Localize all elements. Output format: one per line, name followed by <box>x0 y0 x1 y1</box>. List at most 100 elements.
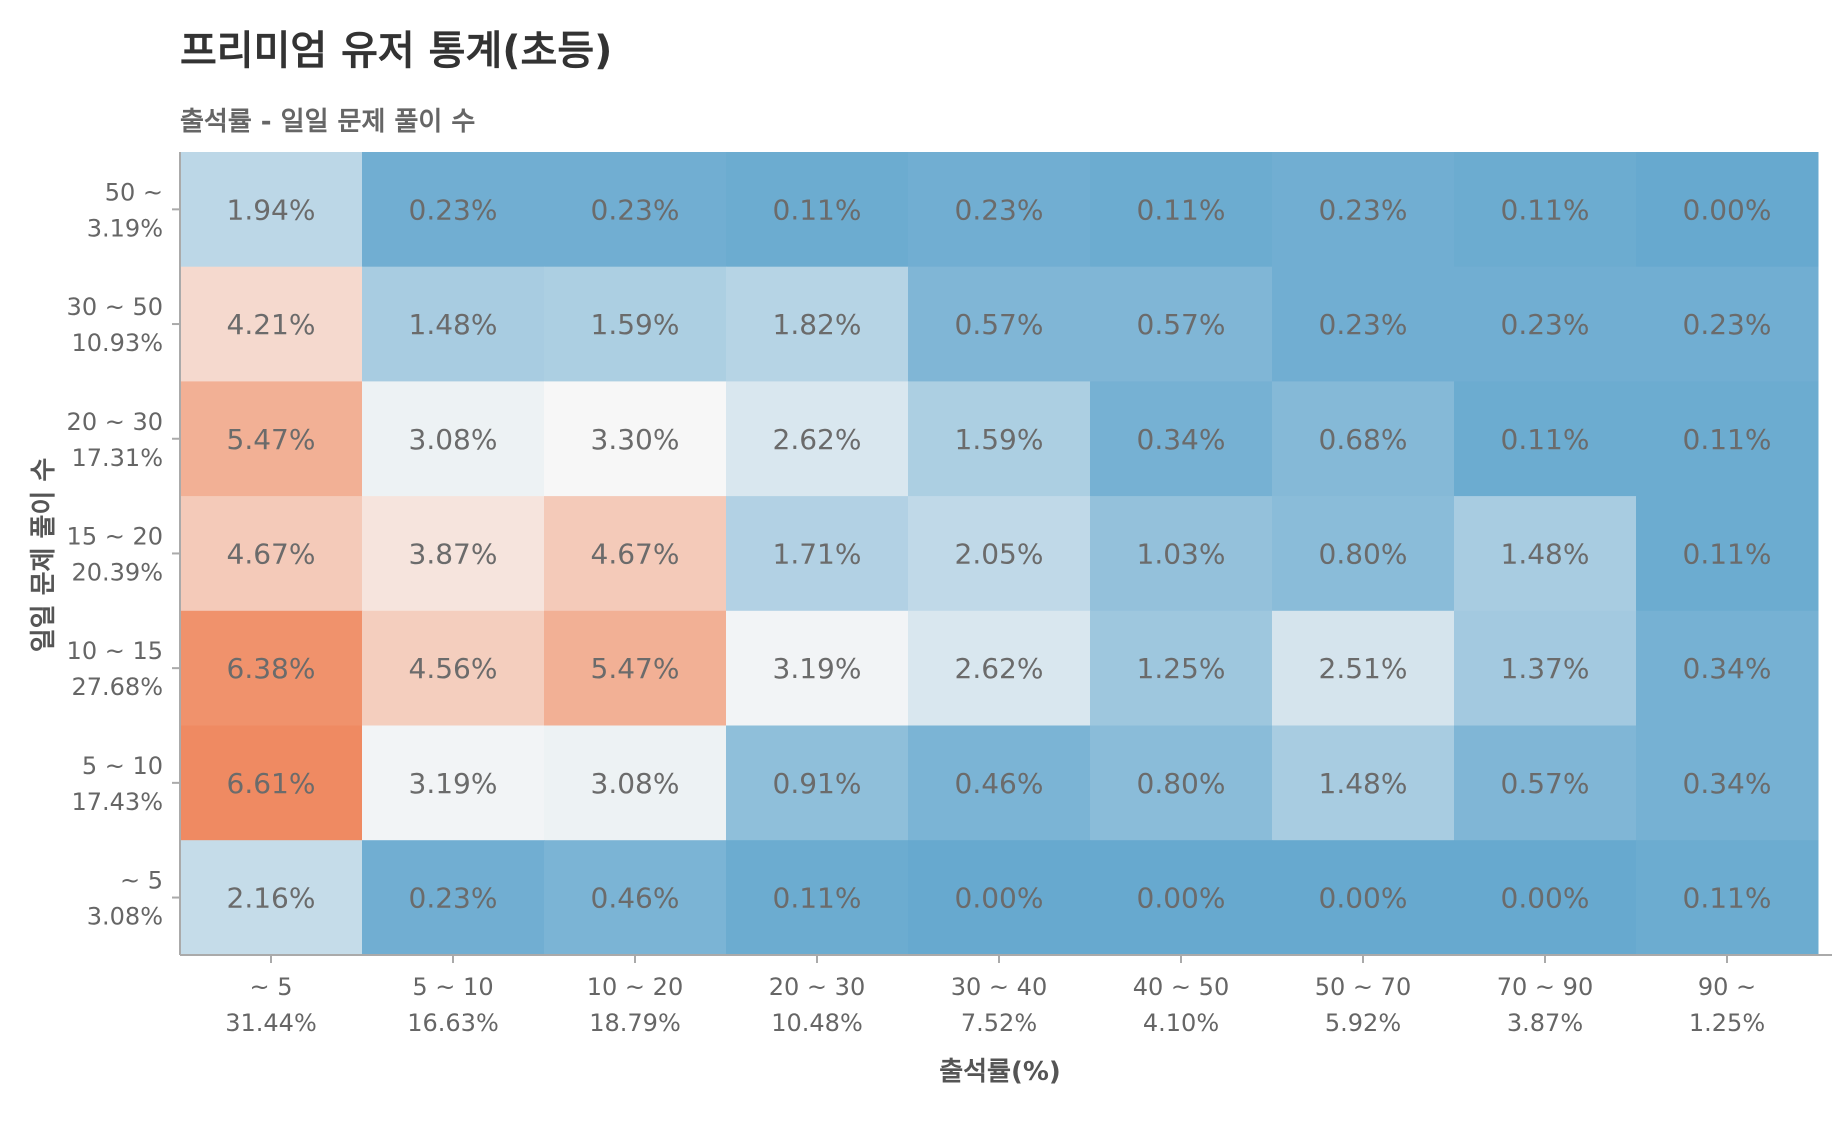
heatmap-cell <box>908 152 1091 268</box>
cell-value-label: 3.08% <box>591 767 680 800</box>
cell-value-label: 0.11% <box>773 882 862 915</box>
heatmap-cell <box>1454 152 1637 268</box>
cell-value-label: 0.57% <box>1137 308 1226 341</box>
y-tick-label: 20 ~ 30 <box>67 408 163 436</box>
heatmap-cell <box>180 152 363 268</box>
cell-value-label: 0.23% <box>1319 193 1408 226</box>
heatmap-cell <box>544 610 727 726</box>
heatmap-cell <box>1636 266 1819 382</box>
cell-value-label: 0.57% <box>955 308 1044 341</box>
cell-value-label: 0.00% <box>1319 882 1408 915</box>
cell-value-label: 0.11% <box>1137 193 1226 226</box>
heatmap-cell <box>726 381 909 497</box>
x-tick-share: 4.10% <box>1143 1009 1219 1037</box>
heatmap-cell <box>1090 152 1273 268</box>
cell-value-label: 0.46% <box>591 882 680 915</box>
cell-value-label: 3.30% <box>591 423 680 456</box>
cell-value-label: 1.82% <box>773 308 862 341</box>
heatmap-cells <box>180 152 1819 956</box>
cell-value-label: 0.23% <box>1319 308 1408 341</box>
cell-value-label: 0.00% <box>1683 193 1772 226</box>
cell-value-label: 3.19% <box>773 652 862 685</box>
heatmap-cell <box>1636 152 1819 268</box>
heatmap-cell <box>1272 381 1455 497</box>
cell-value-label: 0.23% <box>409 882 498 915</box>
x-axis-title: 출석률(%) <box>939 1057 1061 1087</box>
heatmap-cell <box>544 725 727 841</box>
heatmap-cell <box>180 496 363 612</box>
cell-value-label: 0.34% <box>1683 652 1772 685</box>
x-axis-ticks: ~ 5 31.44% 5 ~ 10 16.63% 10 ~ 20 18.79% 20 ~ 3… <box>225 955 1765 1037</box>
cell-value-label: 1.37% <box>1501 652 1590 685</box>
chart-title: 프리미엄 유저 통계(초등) <box>180 28 612 74</box>
heatmap-cell <box>1090 610 1273 726</box>
cell-value-label: 0.46% <box>955 767 1044 800</box>
heatmap-cell <box>1090 266 1273 382</box>
heatmap-cell <box>726 610 909 726</box>
chart-subtitle: 출석률 - 일일 문제 풀이 수 <box>180 107 475 137</box>
cell-value-label: 0.80% <box>1137 767 1226 800</box>
x-tick-label: 90 ~ <box>1698 973 1756 1001</box>
cell-value-label: 1.71% <box>773 537 862 570</box>
heatmap-cell <box>180 266 363 382</box>
cell-value-label: 1.94% <box>227 193 316 226</box>
y-tick-label: 30 ~ 50 <box>67 293 163 321</box>
cell-value-label: 0.11% <box>1501 193 1590 226</box>
cell-value-label: 0.68% <box>1319 423 1408 456</box>
heatmap-cell <box>908 381 1091 497</box>
cell-value-label: 5.47% <box>591 652 680 685</box>
heatmap-cell <box>362 266 545 382</box>
cell-value-label: 0.11% <box>1683 882 1772 915</box>
y-tick-label: 15 ~ 20 <box>67 522 163 550</box>
cell-value-label: 1.59% <box>955 423 1044 456</box>
cell-value-label: 0.80% <box>1319 537 1408 570</box>
cell-value-label: 0.34% <box>1137 423 1226 456</box>
x-tick-label: 40 ~ 50 <box>1133 973 1229 1001</box>
x-tick-label: ~ 5 <box>249 973 292 1001</box>
cell-value-label: 2.05% <box>955 537 1044 570</box>
cell-value-label: 2.62% <box>955 652 1044 685</box>
x-tick-share: 18.79% <box>589 1009 681 1037</box>
cell-value-label: 3.19% <box>409 767 498 800</box>
cell-value-label: 0.23% <box>409 193 498 226</box>
x-tick-label: 5 ~ 10 <box>412 973 493 1001</box>
heatmap-cell <box>544 496 727 612</box>
y-tick-share: 27.68% <box>71 673 163 701</box>
heatmap-cell <box>544 152 727 268</box>
heatmap-cell <box>908 610 1091 726</box>
cell-value-label: 6.38% <box>227 652 316 685</box>
heatmap-cell <box>1454 610 1637 726</box>
cell-value-label: 0.11% <box>1683 537 1772 570</box>
x-tick-label: 50 ~ 70 <box>1315 973 1411 1001</box>
heatmap-cell <box>180 610 363 726</box>
x-tick-label: 30 ~ 40 <box>951 973 1047 1001</box>
cell-value-label: 1.48% <box>409 308 498 341</box>
x-tick-share: 7.52% <box>961 1009 1037 1037</box>
heatmap-cell <box>180 840 363 956</box>
heatmap-cell <box>1090 840 1273 956</box>
heatmap-cell <box>1454 840 1637 956</box>
heatmap-cell <box>1272 266 1455 382</box>
heatmap-cell <box>1272 496 1455 612</box>
x-tick-share: 10.48% <box>771 1009 863 1037</box>
x-tick-share: 5.92% <box>1325 1009 1401 1037</box>
heatmap-cell <box>726 152 909 268</box>
heatmap-cell <box>1272 840 1455 956</box>
cell-value-label: 4.67% <box>591 537 680 570</box>
heatmap-cell <box>1636 610 1819 726</box>
heatmap-cell <box>1636 381 1819 497</box>
heatmap-cell <box>1272 725 1455 841</box>
heatmap-cell <box>180 381 363 497</box>
heatmap-cell <box>362 610 545 726</box>
heatmap-cell <box>908 725 1091 841</box>
heatmap-cell <box>726 840 909 956</box>
x-tick-label: 70 ~ 90 <box>1497 973 1593 1001</box>
y-axis-ticks: 50 ~ 3.19% 30 ~ 50 10.93% 20 ~ 30 17.31% 15 ~ … <box>67 178 180 931</box>
heatmap-cell <box>544 266 727 382</box>
cell-value-label: 3.08% <box>409 423 498 456</box>
cell-value-label: 1.48% <box>1501 537 1590 570</box>
cell-value-label: 4.21% <box>227 308 316 341</box>
y-tick-share: 3.08% <box>87 903 163 931</box>
y-tick-share: 3.19% <box>87 214 163 242</box>
x-tick-share: 31.44% <box>225 1009 317 1037</box>
